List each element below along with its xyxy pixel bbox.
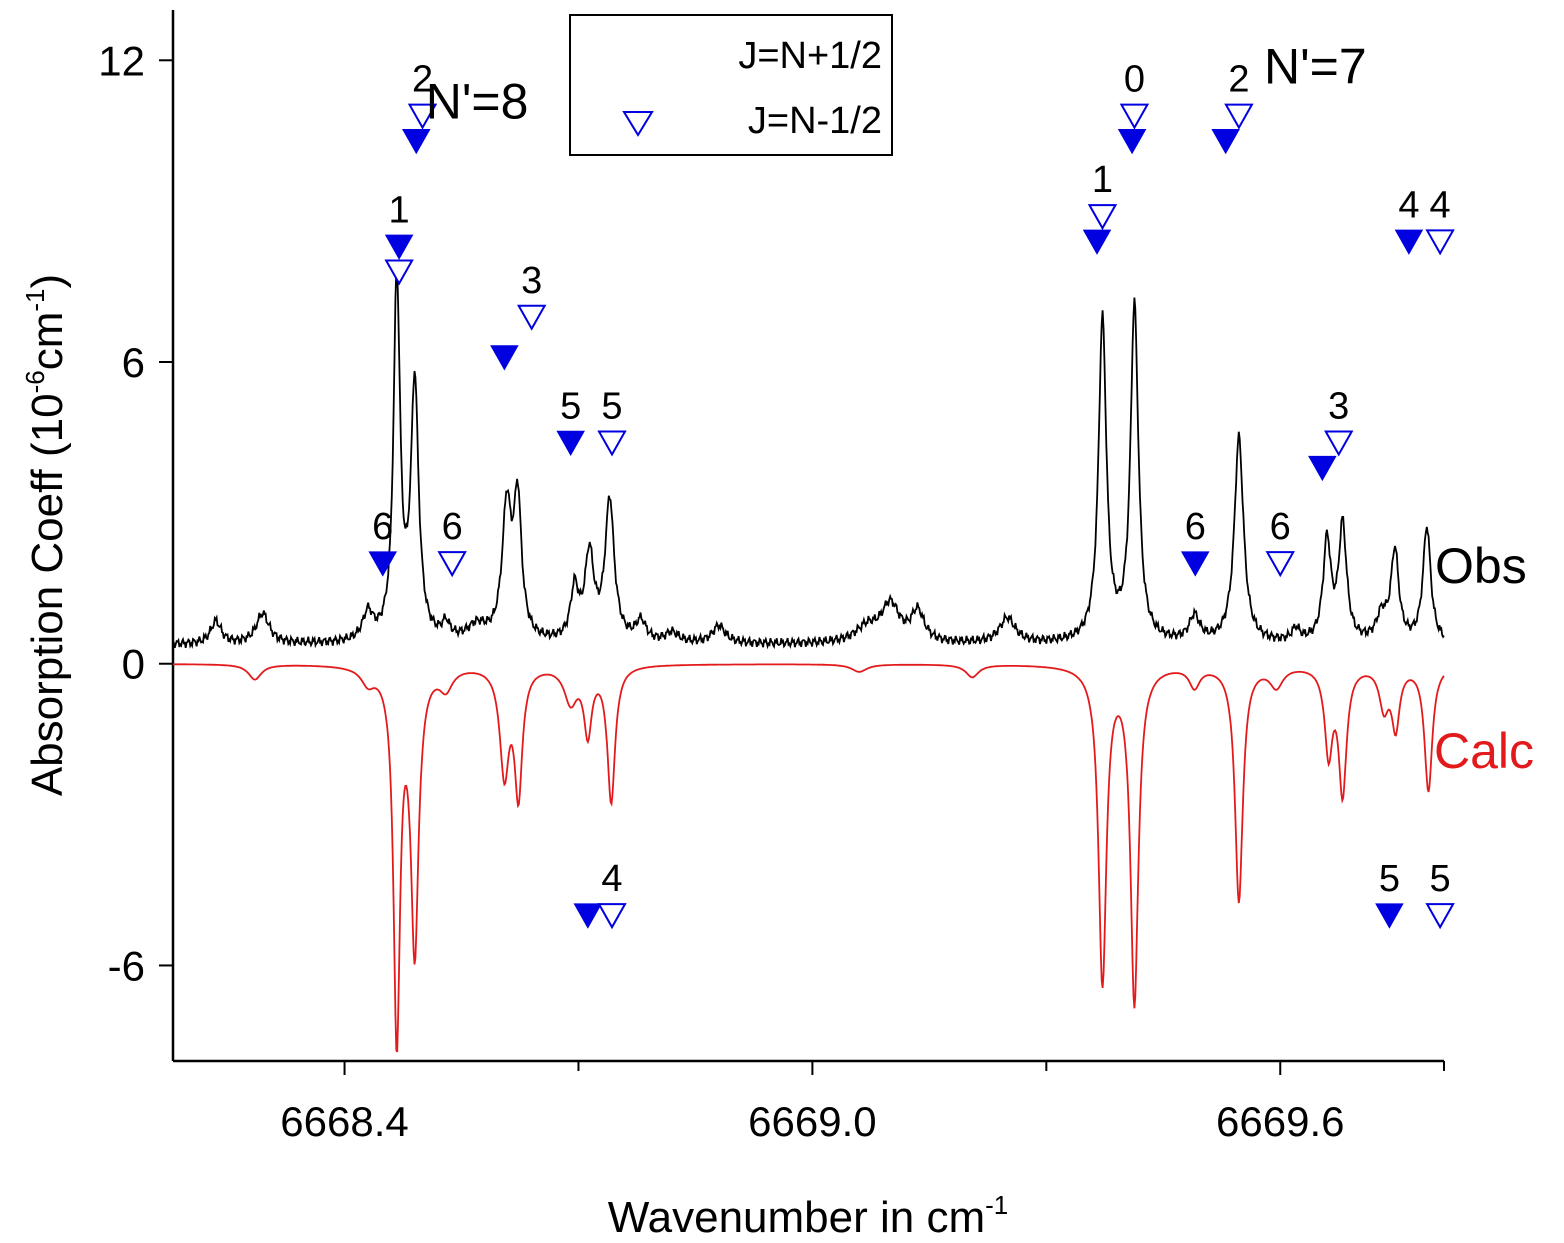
- marker-label: 0: [1124, 59, 1145, 101]
- filled-triangle-marker: [1180, 551, 1210, 577]
- filled-triangle-marker: [1211, 128, 1240, 155]
- filled-triangle-marker: [1394, 229, 1424, 255]
- filled-triangle-marker: [1117, 128, 1147, 155]
- series-layer: [172, 268, 1445, 1053]
- marker-label: 6: [1270, 506, 1291, 548]
- filled-triangle-marker: [573, 903, 603, 929]
- filled-triangle-marker: [1082, 229, 1112, 255]
- filled-triangle-marker: [384, 234, 414, 260]
- marker-label: 2: [1228, 59, 1249, 101]
- series-label-obs: Obs: [1435, 538, 1527, 594]
- open-triangle-marker: [407, 103, 438, 130]
- filled-triangle-marker: [401, 128, 431, 155]
- x-tick-label: 6669.0: [748, 1098, 876, 1145]
- marker-label: 4: [601, 858, 622, 900]
- plot-frame: [171, 10, 1444, 1063]
- marker-label: 3: [521, 260, 542, 302]
- legend-marker-open: [622, 111, 654, 137]
- y-tick-label: 0: [122, 641, 145, 688]
- y-tick-label: 6: [122, 339, 145, 386]
- marker-label: 5: [601, 385, 622, 427]
- marker-label: 5: [1430, 858, 1451, 900]
- marker-label: 5: [1379, 858, 1400, 900]
- open-triangle-marker: [1119, 103, 1150, 130]
- y-axis-ticks: -6 0 6 12: [98, 37, 173, 989]
- marker-label: 1: [1092, 159, 1113, 201]
- y-tick-label: 12: [98, 37, 145, 84]
- open-triangle-marker: [1087, 204, 1118, 231]
- marker-label: 4: [1398, 184, 1419, 226]
- filled-triangle-marker: [368, 551, 398, 577]
- series-label-calc: Calc: [1434, 723, 1534, 779]
- series-line-obs: [172, 268, 1445, 650]
- marker-label: 1: [389, 189, 410, 231]
- marker-label: 3: [1328, 385, 1349, 427]
- y-tick-label: -6: [108, 942, 145, 989]
- open-triangle-marker: [384, 259, 414, 286]
- marker-label: 2: [412, 59, 433, 101]
- marker-label: 4: [1430, 184, 1451, 226]
- legend: J=N+1/2 J=N-1/2: [569, 14, 893, 156]
- filled-triangle-marker: [556, 430, 585, 456]
- marker-label: 6: [1185, 506, 1206, 548]
- open-triangle-marker: [1224, 103, 1254, 130]
- marker-label: 6: [372, 506, 393, 548]
- legend-label-1: J=N+1/2: [738, 35, 882, 77]
- series-line-calc: [172, 663, 1445, 1053]
- x-tick-label: 6669.6: [1216, 1098, 1344, 1145]
- open-triangle-marker: [516, 304, 547, 331]
- open-triangle-marker: [1265, 551, 1295, 578]
- open-triangle-marker: [1324, 430, 1354, 457]
- marker-label: 5: [560, 385, 581, 427]
- open-triangle-marker: [1425, 903, 1455, 930]
- filled-triangle-marker: [1375, 903, 1404, 929]
- x-tick-label: 6668.4: [280, 1098, 408, 1145]
- legend-label-2: J=N-1/2: [748, 100, 882, 142]
- legend-box: [569, 14, 893, 156]
- x-axis-ticks: 6668.4 6669.0 6669.6: [280, 1061, 1445, 1145]
- open-triangle-marker: [1425, 229, 1455, 256]
- x-axis-label: Wavenumber in cm-1: [608, 1190, 1009, 1242]
- open-triangle-marker: [437, 551, 467, 578]
- branch-annotation: N'=8: [426, 74, 529, 130]
- filled-triangle-marker: [1308, 455, 1337, 482]
- branch-annotation: N'=7: [1264, 38, 1367, 94]
- annotation-layer: N'=8 N'=7: [426, 38, 1367, 129]
- marker-label: 6: [442, 506, 463, 548]
- y-axis-label: Absorption Coeff (10-6cm-1): [20, 274, 72, 796]
- open-triangle-marker: [597, 903, 627, 930]
- open-triangle-marker: [597, 430, 627, 457]
- filled-triangle-marker: [490, 345, 519, 371]
